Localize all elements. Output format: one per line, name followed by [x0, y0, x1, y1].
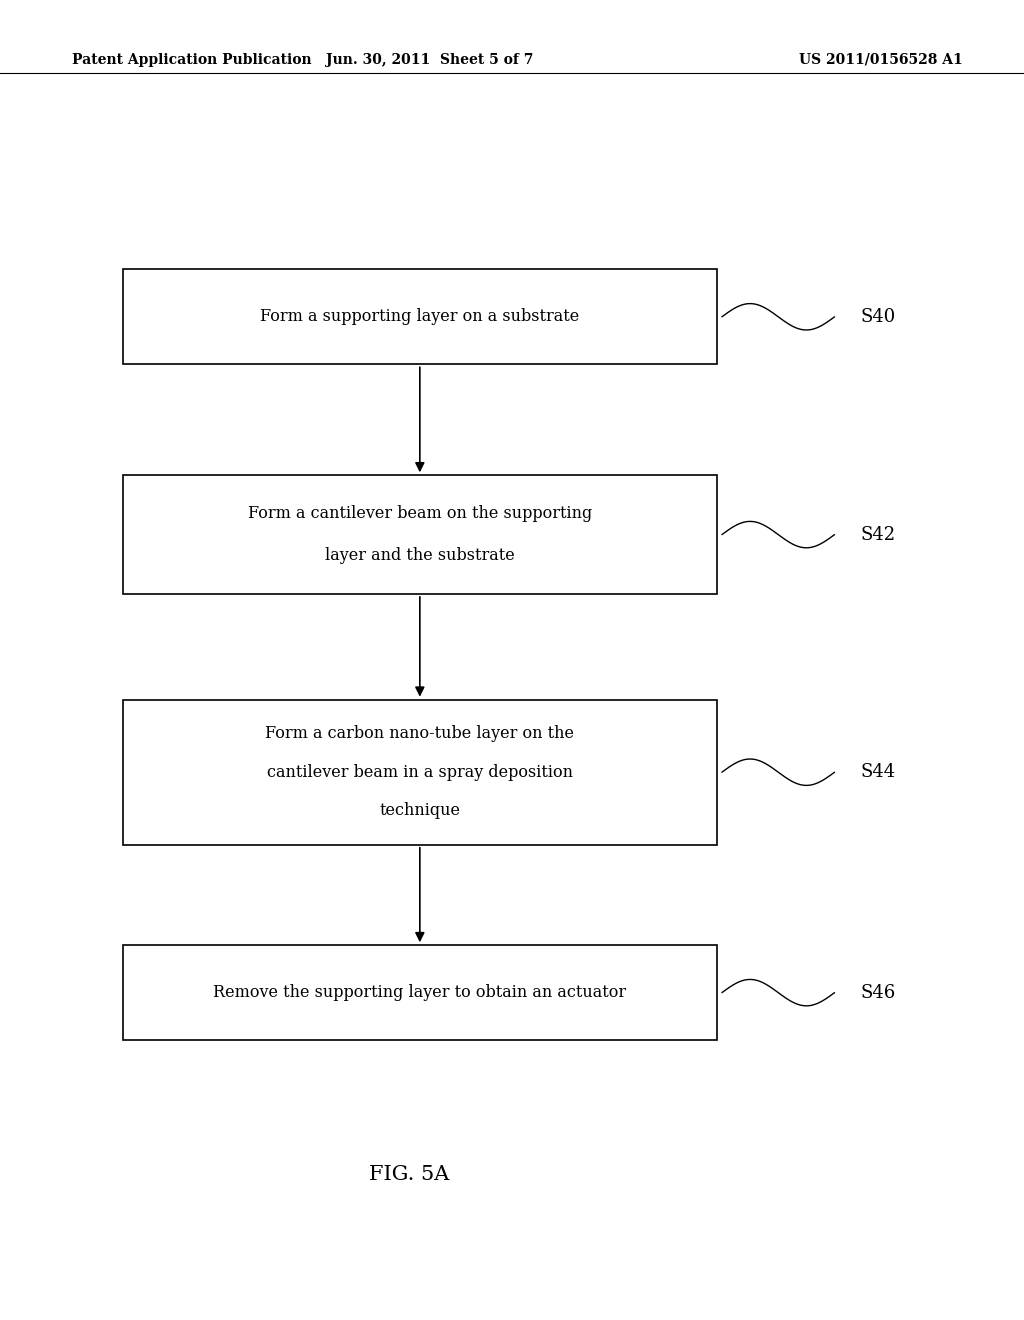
Text: Jun. 30, 2011  Sheet 5 of 7: Jun. 30, 2011 Sheet 5 of 7 [327, 53, 534, 67]
Bar [123, 475, 717, 594]
Text: Form a cantilever beam on the supporting: Form a cantilever beam on the supporting [248, 504, 592, 521]
Text: cantilever beam in a spray deposition: cantilever beam in a spray deposition [267, 764, 572, 780]
Text: S42: S42 [860, 525, 895, 544]
Text: S40: S40 [860, 308, 895, 326]
Text: technique: technique [379, 803, 461, 818]
Text: S44: S44 [860, 763, 895, 781]
Text: layer and the substrate: layer and the substrate [325, 548, 515, 565]
Text: Remove the supporting layer to obtain an actuator: Remove the supporting layer to obtain an… [213, 985, 627, 1001]
Text: Form a carbon nano-tube layer on the: Form a carbon nano-tube layer on the [265, 726, 574, 742]
Text: Patent Application Publication: Patent Application Publication [72, 53, 311, 67]
Bar [123, 269, 717, 364]
Bar [123, 945, 717, 1040]
Text: FIG. 5A: FIG. 5A [370, 1166, 450, 1184]
Text: Form a supporting layer on a substrate: Form a supporting layer on a substrate [260, 309, 580, 325]
Text: S46: S46 [860, 983, 895, 1002]
Text: US 2011/0156528 A1: US 2011/0156528 A1 [799, 53, 963, 67]
Bar [123, 700, 717, 845]
